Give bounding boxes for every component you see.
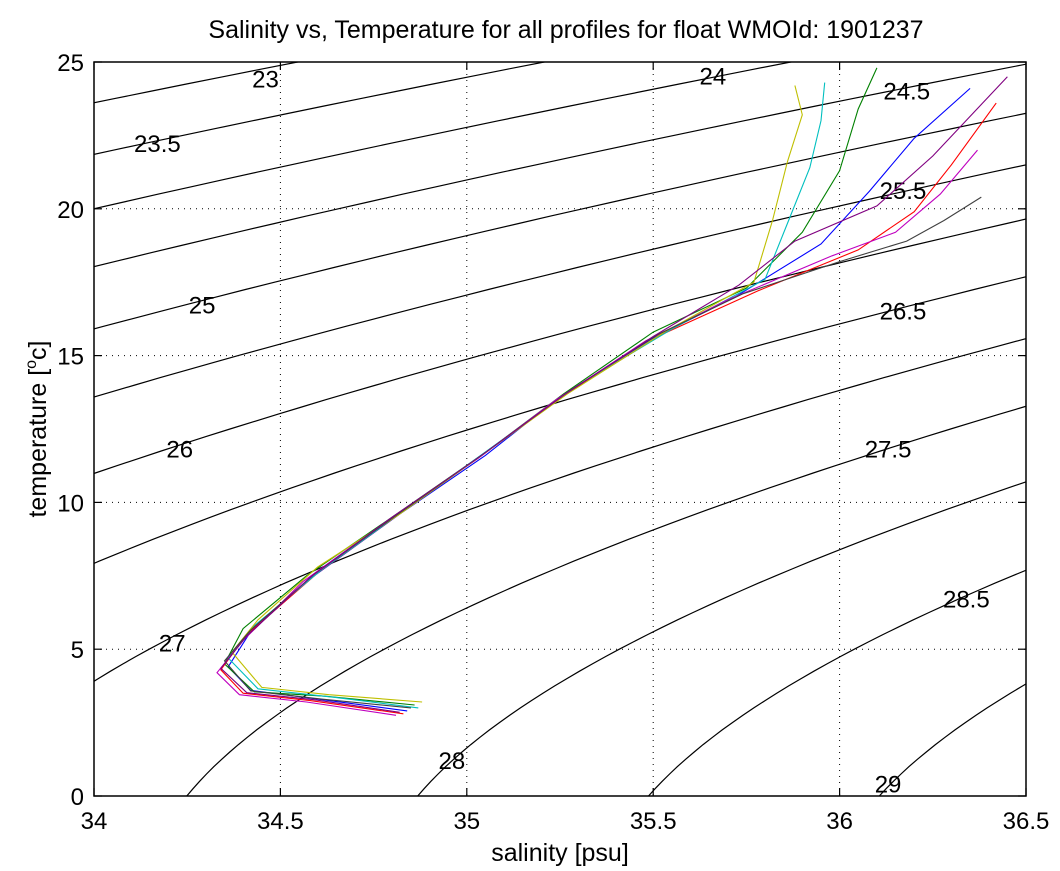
profile-line bbox=[227, 82, 826, 709]
density-contour-label: 24 bbox=[699, 64, 726, 91]
x-tick-label: 34.5 bbox=[257, 808, 304, 835]
density-contour bbox=[94, 112, 1026, 330]
y-tick-label: 25 bbox=[57, 50, 84, 77]
y-tick-label: 0 bbox=[71, 784, 84, 811]
y-tick-label: 5 bbox=[71, 637, 84, 664]
density-contour bbox=[94, 218, 1026, 475]
density-contour-label: 27.5 bbox=[865, 437, 912, 464]
profile-line bbox=[220, 76, 1008, 713]
y-axis-label-unit: c] bbox=[24, 340, 52, 359]
density-contour bbox=[416, 481, 1026, 796]
y-tick-label: 20 bbox=[57, 197, 84, 224]
density-contour-label: 24.5 bbox=[883, 78, 930, 105]
y-axis-label-degree: o bbox=[23, 360, 40, 369]
density-contour-label: 26.5 bbox=[880, 299, 927, 326]
density-contour bbox=[878, 683, 1026, 796]
density-contour-label: 26 bbox=[166, 437, 193, 464]
y-axis-label: temperature [oc] bbox=[23, 340, 52, 517]
profile-line bbox=[231, 85, 803, 703]
profile-lines bbox=[216, 67, 1008, 716]
profile-line bbox=[216, 149, 978, 716]
y-tick-label: 10 bbox=[57, 490, 84, 517]
x-axis-label: salinity [psu] bbox=[491, 839, 629, 867]
density-contour bbox=[647, 569, 1026, 796]
profile-line bbox=[223, 67, 878, 706]
density-contour bbox=[94, 62, 794, 210]
density-contour bbox=[94, 63, 1026, 268]
density-contour-label: 28 bbox=[439, 748, 466, 775]
chart-title: Salinity vs, Temperature for all profile… bbox=[208, 16, 923, 44]
density-contour-label: 27 bbox=[159, 630, 186, 657]
y-axis-ticks: 0 5 10 15 20 25 bbox=[57, 50, 1026, 811]
grid-lines bbox=[94, 62, 1026, 796]
density-contour bbox=[94, 62, 548, 155]
x-tick-label: 35.5 bbox=[630, 808, 677, 835]
density-contour-label: 23 bbox=[252, 67, 279, 94]
y-axis-label-main: temperature [ bbox=[24, 369, 52, 518]
density-contour bbox=[94, 276, 1026, 565]
density-contour-label: 25 bbox=[189, 293, 216, 320]
x-tick-label: 36.5 bbox=[1003, 808, 1050, 835]
y-tick-label: 15 bbox=[57, 344, 84, 371]
x-axis-ticks: 34 34.5 35 35.5 36 36.5 bbox=[81, 62, 1050, 835]
x-tick-label: 35 bbox=[453, 808, 480, 835]
density-contour-label: 23.5 bbox=[134, 131, 181, 158]
density-contour-label: 29 bbox=[875, 771, 902, 798]
profile-line bbox=[227, 87, 971, 712]
x-tick-label: 34 bbox=[81, 808, 108, 835]
density-contour bbox=[94, 338, 1026, 682]
density-contours bbox=[94, 62, 1026, 796]
plot-frame bbox=[93, 61, 1027, 797]
density-contour-label: 28.5 bbox=[943, 586, 990, 613]
density-contour bbox=[186, 405, 1026, 796]
x-tick-label: 36 bbox=[826, 808, 853, 835]
